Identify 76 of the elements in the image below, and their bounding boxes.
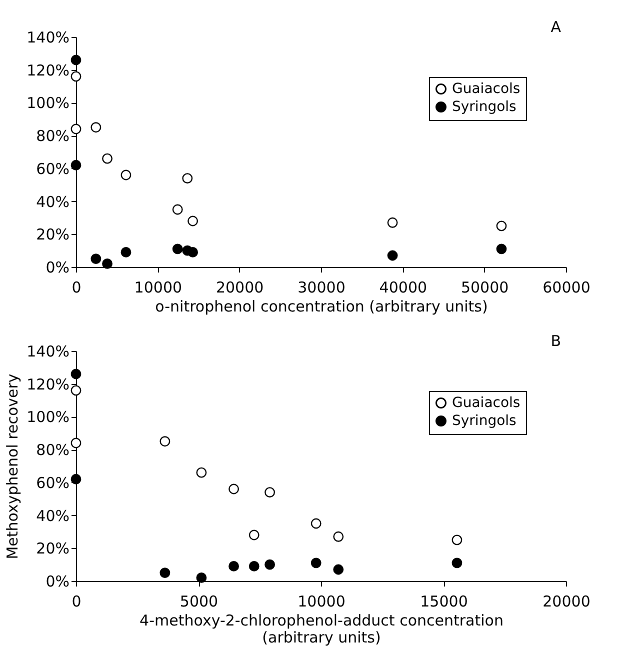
x-tick-label: 0 <box>72 278 82 296</box>
legend-label: Guaiacols <box>452 395 520 411</box>
point <box>310 518 322 529</box>
point <box>264 487 276 498</box>
x-tick-label: 20000 <box>216 278 264 296</box>
point <box>70 438 82 448</box>
legend-label: Syringols <box>452 413 516 429</box>
x-tick-label: 50000 <box>460 278 509 296</box>
point <box>452 534 462 546</box>
legend-label: Guaiacols <box>452 81 520 97</box>
y-tick-label: 20% <box>36 226 70 244</box>
point <box>333 531 344 542</box>
point <box>70 474 82 484</box>
point <box>310 558 322 568</box>
point <box>102 258 112 269</box>
x-tick-label: 10000 <box>298 592 346 610</box>
text: B <box>550 332 561 350</box>
y-tick-label: 0% <box>46 258 70 276</box>
x-axis-title: o-nitrophenol concentration (arbitrary units) <box>155 298 488 316</box>
point <box>182 173 193 184</box>
point <box>333 564 344 575</box>
y-tick-label: 120% <box>26 61 70 80</box>
point <box>172 244 183 254</box>
point <box>120 247 132 258</box>
point <box>196 467 207 478</box>
point <box>172 204 183 215</box>
y-tick-label: 100% <box>26 408 70 426</box>
point <box>387 217 398 228</box>
point <box>228 484 239 494</box>
point <box>90 122 102 133</box>
point <box>188 216 198 226</box>
y-tick-label: 20% <box>36 540 70 558</box>
x-tick-label: 20000 <box>542 592 590 610</box>
y-tick-label: 0% <box>46 572 70 590</box>
y-tick-label: 60% <box>36 160 70 178</box>
point <box>120 170 132 180</box>
y-tick-label: 140% <box>26 342 70 360</box>
x-tick-label: 15000 <box>420 592 468 610</box>
point <box>70 124 82 134</box>
point <box>70 71 82 82</box>
y-tick-label: 80% <box>36 127 70 146</box>
y-tick-label: 60% <box>36 474 70 492</box>
x-tick-label: 5000 <box>180 592 218 610</box>
point <box>196 572 207 583</box>
point <box>90 254 102 264</box>
point <box>70 385 82 396</box>
point <box>160 436 170 447</box>
y-tick-label: 120% <box>26 375 70 394</box>
point <box>70 54 82 66</box>
point <box>70 368 82 380</box>
x-tick-label: 10000 <box>134 278 182 296</box>
point <box>248 561 260 572</box>
point <box>387 250 398 261</box>
x-tick-label: 60000 <box>542 278 590 296</box>
y-tick-label: 40% <box>36 192 70 211</box>
y-tick-label: 100% <box>26 94 70 112</box>
point <box>496 244 507 254</box>
y-tick-label: 80% <box>36 441 70 460</box>
x-axis-title: 4-methoxy-2-chlorophenol-adduct concentration (arbitrary units) <box>140 612 504 646</box>
point <box>248 530 260 540</box>
point <box>496 220 507 232</box>
legend-label: Syringols <box>452 99 516 115</box>
x-tick-label: 30000 <box>298 278 346 296</box>
y-tick-label: 40% <box>36 506 70 525</box>
point <box>70 160 82 170</box>
point <box>452 558 462 568</box>
point <box>228 561 239 572</box>
y-tick-label: 140% <box>26 28 70 46</box>
text: A <box>550 18 562 36</box>
x-tick-label: 40000 <box>379 278 428 296</box>
point <box>160 568 170 578</box>
point <box>264 559 276 570</box>
point <box>188 247 198 258</box>
y-axis-title: Methoxyphenol recovery <box>4 374 22 560</box>
point <box>102 153 112 164</box>
x-tick-label: 0 <box>72 592 82 610</box>
